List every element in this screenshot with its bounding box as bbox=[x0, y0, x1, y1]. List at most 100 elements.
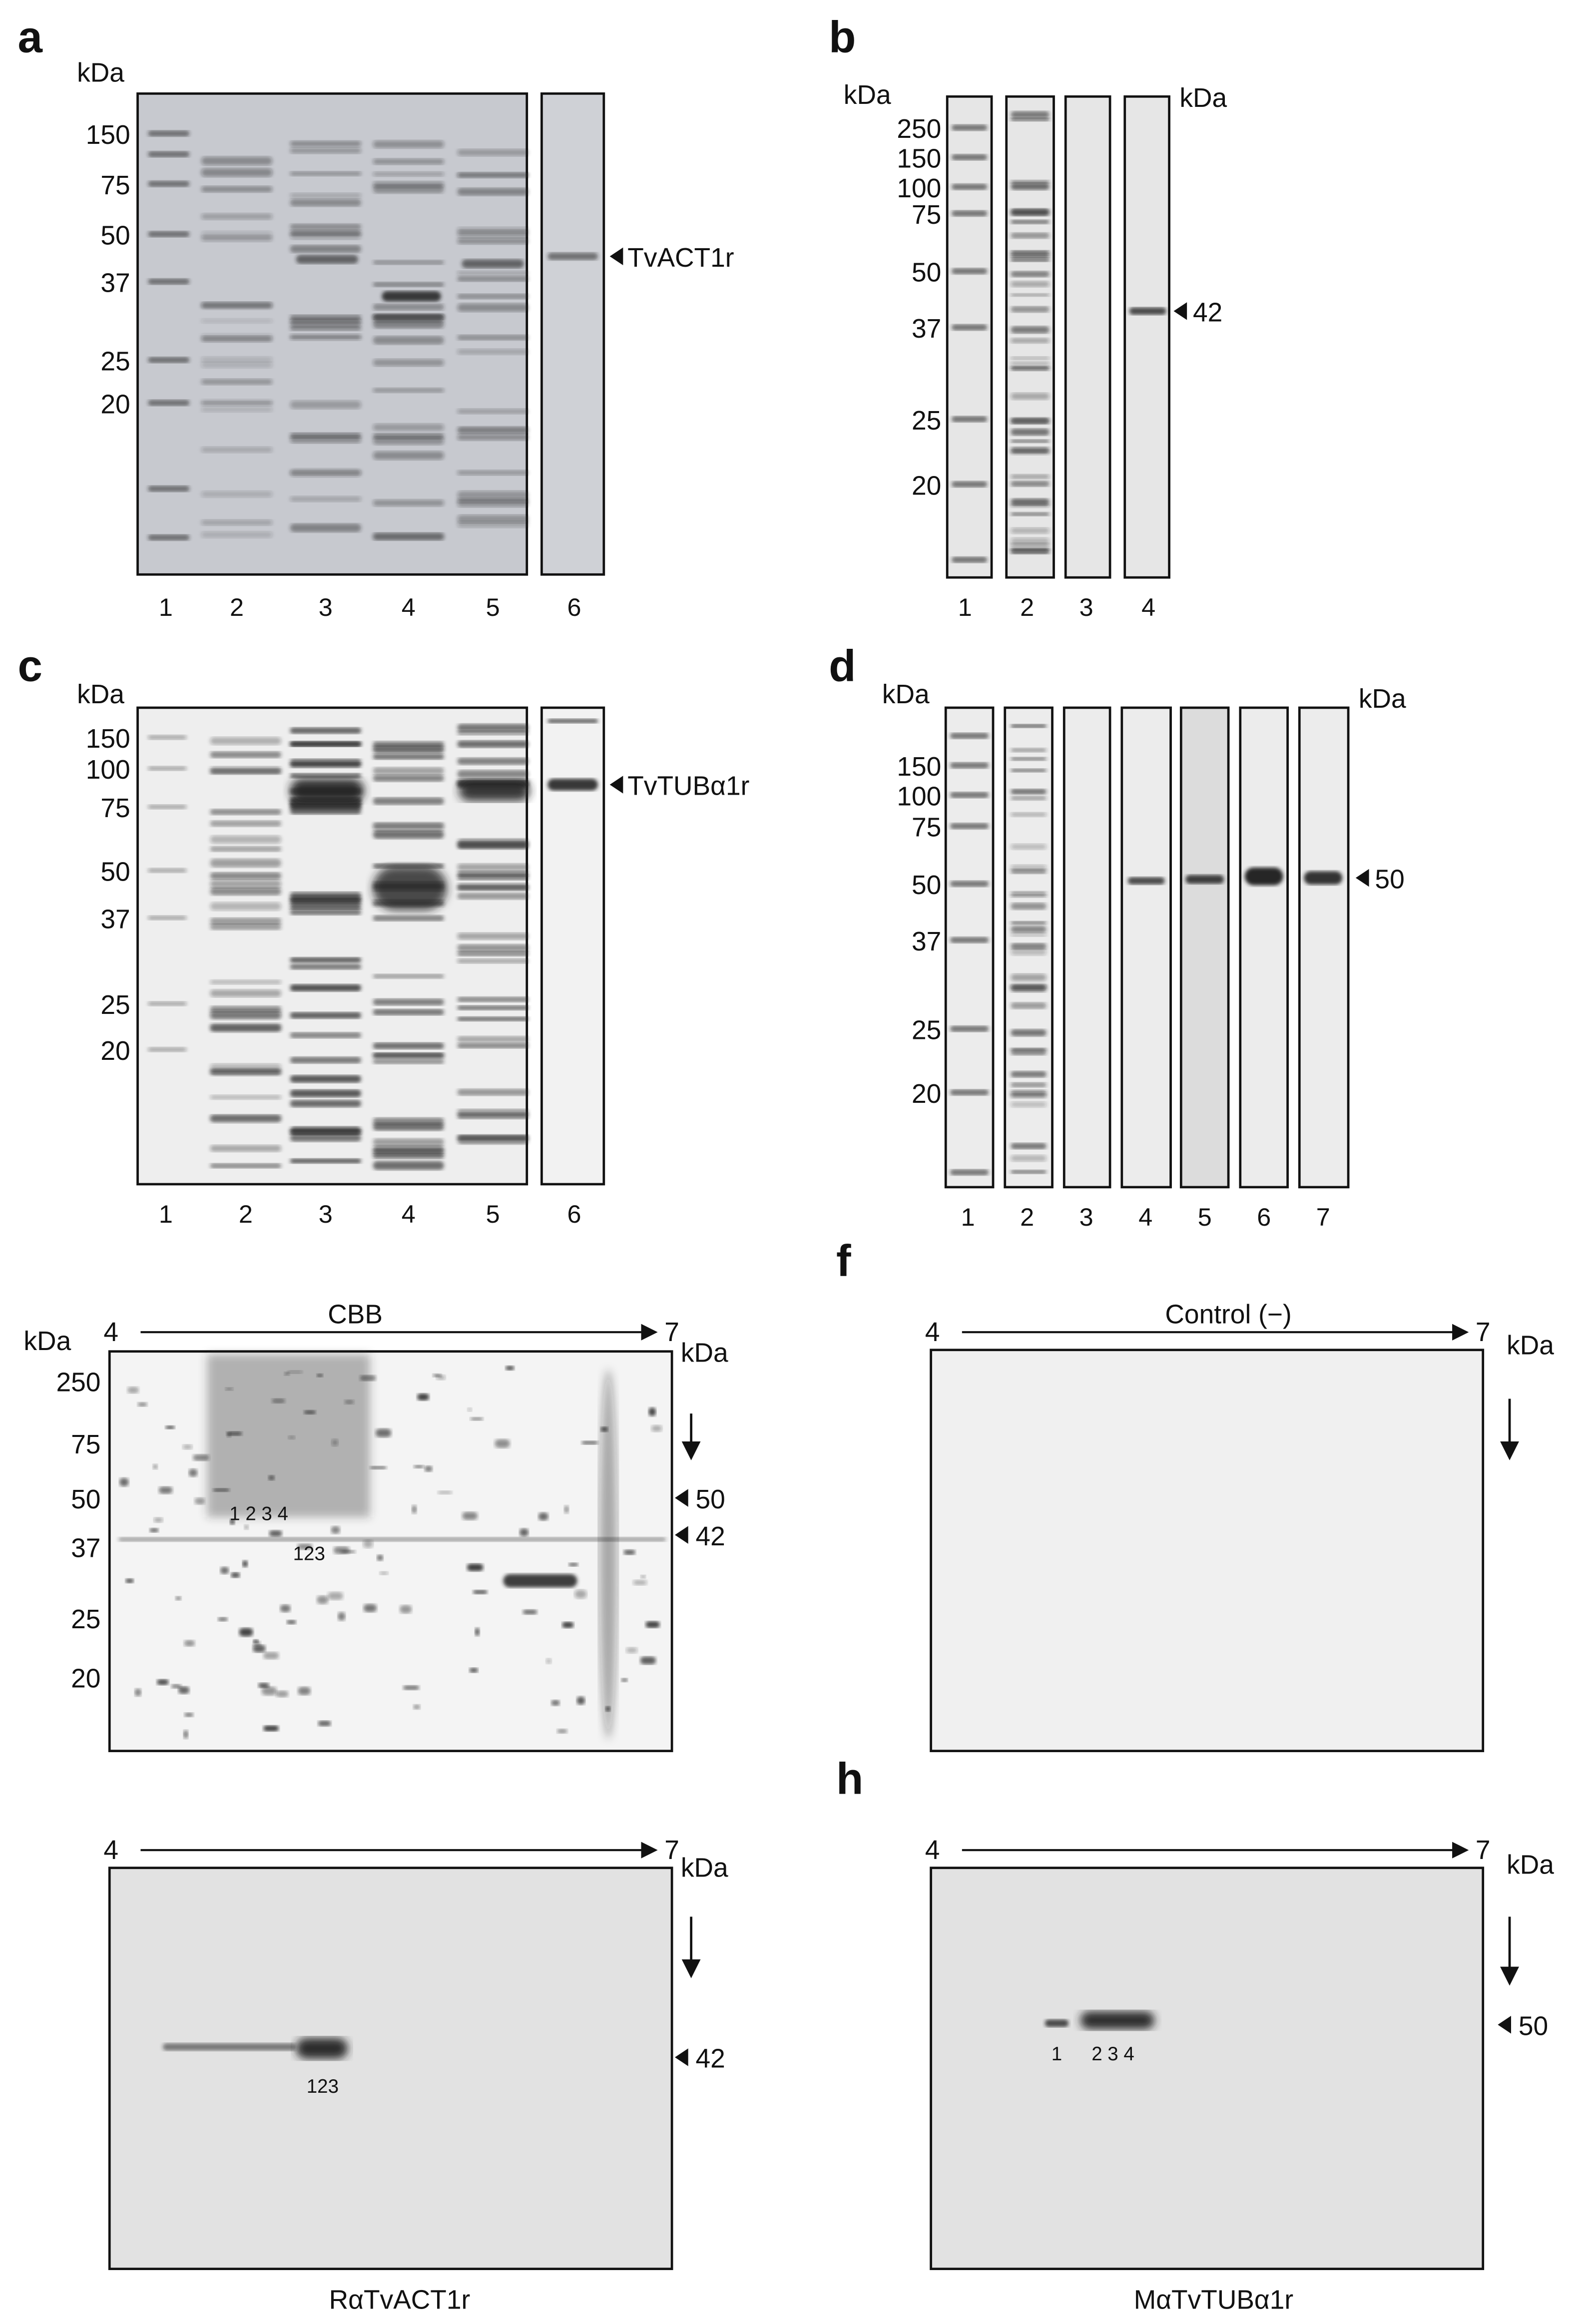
protein-spot bbox=[178, 1686, 190, 1694]
ph-start-label: 4 bbox=[103, 1836, 118, 1865]
lane-band bbox=[373, 451, 444, 460]
lane-band bbox=[201, 156, 273, 165]
panel-label-f: f bbox=[836, 1236, 851, 1286]
protein-spot bbox=[400, 1605, 412, 1614]
lane-band bbox=[373, 282, 444, 287]
lane-band bbox=[1011, 1029, 1047, 1036]
lane-band bbox=[373, 1058, 444, 1064]
arrow-label-tvtuba1r: TvTUBα1r bbox=[627, 772, 749, 801]
lane-band bbox=[210, 979, 281, 984]
lane-band bbox=[1011, 362, 1050, 366]
lane-band bbox=[457, 149, 529, 156]
protein-spot bbox=[363, 1539, 373, 1548]
marker-label: 20 bbox=[912, 471, 941, 500]
blot-d-lane bbox=[1120, 706, 1172, 1189]
marker-label: 75 bbox=[71, 1430, 100, 1459]
blot-d-lane bbox=[1298, 706, 1350, 1189]
protein-spot bbox=[318, 1721, 331, 1726]
protein-spot bbox=[280, 1604, 291, 1612]
ladder-band bbox=[148, 357, 190, 363]
ladder-band bbox=[950, 792, 989, 798]
band-tvtub-overexpressed bbox=[459, 780, 530, 801]
lane-band bbox=[210, 923, 281, 930]
blot-b-lane bbox=[1064, 95, 1111, 579]
lane-band bbox=[457, 514, 529, 523]
ladder-band bbox=[148, 534, 190, 541]
band-42 bbox=[1129, 307, 1166, 315]
marker-label: 20 bbox=[912, 1079, 941, 1109]
lane-band bbox=[373, 754, 444, 760]
lane-band bbox=[457, 885, 529, 891]
lane-band bbox=[1011, 1155, 1047, 1162]
lane-band bbox=[290, 727, 361, 734]
band bbox=[547, 719, 598, 724]
lane-band bbox=[1011, 418, 1050, 424]
arrowhead-icon bbox=[675, 1526, 688, 1544]
protein-spot bbox=[557, 1729, 567, 1734]
protein-spot bbox=[230, 1519, 235, 1525]
protein-spot bbox=[545, 1658, 552, 1664]
protein-spot bbox=[475, 1627, 480, 1636]
marker-label: 250 bbox=[897, 114, 941, 144]
lane-band bbox=[210, 835, 281, 844]
lane-band bbox=[457, 294, 529, 299]
ladder-band bbox=[952, 268, 988, 274]
protein-spot bbox=[288, 1370, 302, 1374]
protein-spot bbox=[268, 1475, 275, 1480]
lane-band bbox=[373, 823, 444, 832]
lane-band bbox=[373, 171, 444, 177]
protein-spot bbox=[506, 1366, 515, 1371]
ladder-band bbox=[950, 881, 989, 887]
lane-band bbox=[201, 356, 273, 363]
lane-band bbox=[201, 406, 273, 413]
lane-band bbox=[373, 741, 444, 747]
panel-label-c: c bbox=[18, 641, 42, 691]
lane-band bbox=[1011, 271, 1050, 277]
arrow-label-50: 50 bbox=[1519, 2012, 1548, 2041]
lane-band bbox=[1011, 1002, 1047, 1009]
ph-end-label: 7 bbox=[664, 1836, 679, 1865]
lane-band bbox=[373, 998, 444, 1006]
marker-label: 50 bbox=[71, 1485, 100, 1514]
arrow-label-42: 42 bbox=[696, 2044, 725, 2074]
ladder-band bbox=[952, 481, 988, 487]
lane-label: 4 bbox=[402, 593, 416, 621]
lane-band bbox=[1011, 111, 1050, 118]
protein-spot bbox=[134, 1688, 141, 1697]
lane-band bbox=[457, 303, 529, 312]
actin-spot-streak bbox=[162, 2043, 296, 2051]
protein-spot bbox=[538, 1512, 548, 1521]
protein-spot bbox=[626, 1647, 637, 1653]
protein-spot bbox=[523, 1609, 537, 1615]
lane-band bbox=[1011, 253, 1050, 257]
protein-spot bbox=[317, 1595, 329, 1604]
protein-spot bbox=[551, 1700, 560, 1706]
lane-band bbox=[457, 871, 529, 877]
lane-band bbox=[373, 424, 444, 431]
kda-label-right: kDa bbox=[1359, 684, 1406, 714]
lane-band bbox=[290, 224, 361, 230]
lane-band bbox=[457, 932, 529, 940]
lane-band bbox=[457, 276, 529, 282]
protein-spot bbox=[574, 1590, 587, 1599]
protein-spot bbox=[286, 1620, 296, 1624]
lane-label: 6 bbox=[567, 593, 581, 621]
lane-label: 3 bbox=[1079, 593, 1093, 621]
caption-ractact1r: RαTvACT1r bbox=[329, 2286, 471, 2315]
lane-band bbox=[457, 470, 529, 475]
kda-label-left: kDa bbox=[882, 680, 930, 709]
lane-band bbox=[1011, 724, 1047, 728]
lane-band bbox=[210, 859, 281, 868]
lane-band bbox=[1011, 527, 1050, 534]
protein-spot bbox=[165, 1425, 175, 1429]
kda-label: kDa bbox=[77, 58, 124, 88]
protein-spot bbox=[253, 1645, 266, 1653]
protein-spot bbox=[495, 1439, 510, 1448]
lane-band bbox=[201, 302, 273, 310]
lane-band bbox=[210, 846, 281, 852]
lane-band bbox=[210, 880, 281, 889]
ph-end-label: 7 bbox=[1476, 1318, 1491, 1347]
protein-spot bbox=[377, 1554, 384, 1561]
lane-band bbox=[457, 409, 529, 414]
ladder-band bbox=[952, 184, 988, 190]
